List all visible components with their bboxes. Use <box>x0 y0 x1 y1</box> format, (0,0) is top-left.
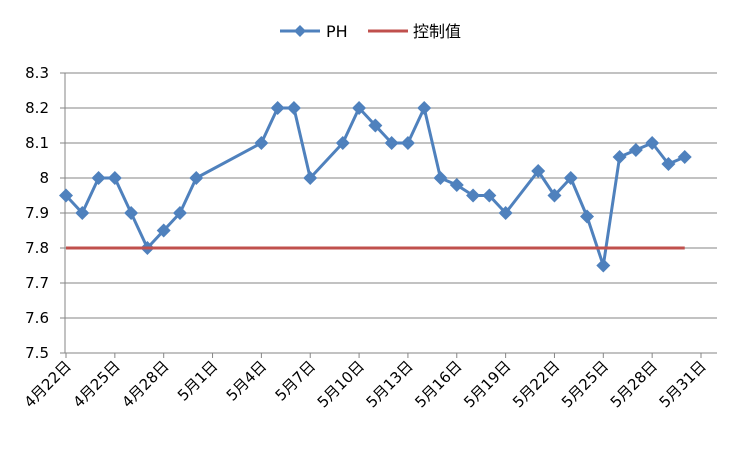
y-tick-label: 8.2 <box>25 99 49 117</box>
x-tick-label: 5月4日 <box>223 357 270 404</box>
x-tick-label: 5月25日 <box>558 357 612 411</box>
ph-data-point <box>547 188 562 203</box>
gridlines <box>65 72 717 319</box>
ph-data-point <box>661 157 676 171</box>
y-tick-label: 7.9 <box>25 204 49 222</box>
legend-ph-label: PH <box>326 22 348 41</box>
legend: PH 控制值 <box>280 22 461 41</box>
y-tick-label: 7.8 <box>25 239 49 257</box>
y-tick-label: 7.7 <box>25 274 49 292</box>
ph-data-point <box>563 171 578 185</box>
ph-data-point <box>677 150 692 164</box>
x-tick-label: 5月28日 <box>607 357 661 411</box>
ph-data-point <box>189 171 204 185</box>
x-tick-label: 5月22日 <box>509 357 563 411</box>
ph-data-point <box>580 209 595 224</box>
ph-data-point <box>368 118 383 133</box>
x-tick-label: 5月31日 <box>656 357 710 411</box>
x-tick-label: 4月25日 <box>69 357 123 411</box>
ph-data-point <box>612 150 627 164</box>
x-tick-label: 4月28日 <box>118 357 172 411</box>
ph-series-line <box>64 106 686 267</box>
x-tick-label: 5月16日 <box>411 357 465 411</box>
ph-data-point <box>466 188 481 203</box>
x-tick-label: 5月1日 <box>174 357 221 404</box>
y-tick-label: 8 <box>39 169 49 187</box>
ph-data-point <box>628 143 643 157</box>
y-tick-label: 8.3 <box>25 64 49 82</box>
ph-data-point <box>270 101 285 115</box>
ph-data-point <box>124 206 139 220</box>
x-tick-label: 5月19日 <box>460 357 514 411</box>
x-tick-label: 5月7日 <box>272 357 319 404</box>
ph-data-point <box>645 136 660 150</box>
x-tick-label: 5月10日 <box>314 357 368 411</box>
series <box>59 101 692 273</box>
ph-data-point <box>531 164 546 178</box>
ph-data-point <box>449 178 464 192</box>
ph-data-point <box>59 188 73 203</box>
ph-data-point <box>172 206 187 220</box>
legend-ph-marker <box>294 25 306 37</box>
x-tick-label: 5月13日 <box>363 357 417 411</box>
ph-data-point <box>433 171 448 185</box>
y-tick-label: 7.5 <box>25 344 49 362</box>
ph-data-point <box>482 188 497 203</box>
x-tick-label: 4月22日 <box>21 357 75 411</box>
ph-data-point <box>75 206 90 220</box>
ph-data-point <box>352 101 367 115</box>
ph-data-point <box>156 223 171 238</box>
ph-data-point <box>417 101 432 115</box>
ph-data-point <box>596 258 611 273</box>
axes: 7.5 7.6 7.7 7.8 7.9 8 8.1 8.2 8.3 4月22日4月25日4月28日… <box>21 64 717 411</box>
ph-data-point <box>91 171 106 185</box>
ph-data-point <box>303 171 318 185</box>
ph-data-point <box>335 136 350 150</box>
ph-data-point <box>286 101 301 115</box>
ph-data-point <box>400 136 415 150</box>
ph-data-point <box>254 136 269 150</box>
y-tick-label: 8.1 <box>25 134 49 152</box>
y-tick-label: 7.6 <box>25 309 49 327</box>
ph-data-point <box>384 136 399 150</box>
ph-data-point <box>498 206 513 220</box>
legend-control-label: 控制值 <box>413 22 461 41</box>
ph-data-point <box>107 171 122 185</box>
